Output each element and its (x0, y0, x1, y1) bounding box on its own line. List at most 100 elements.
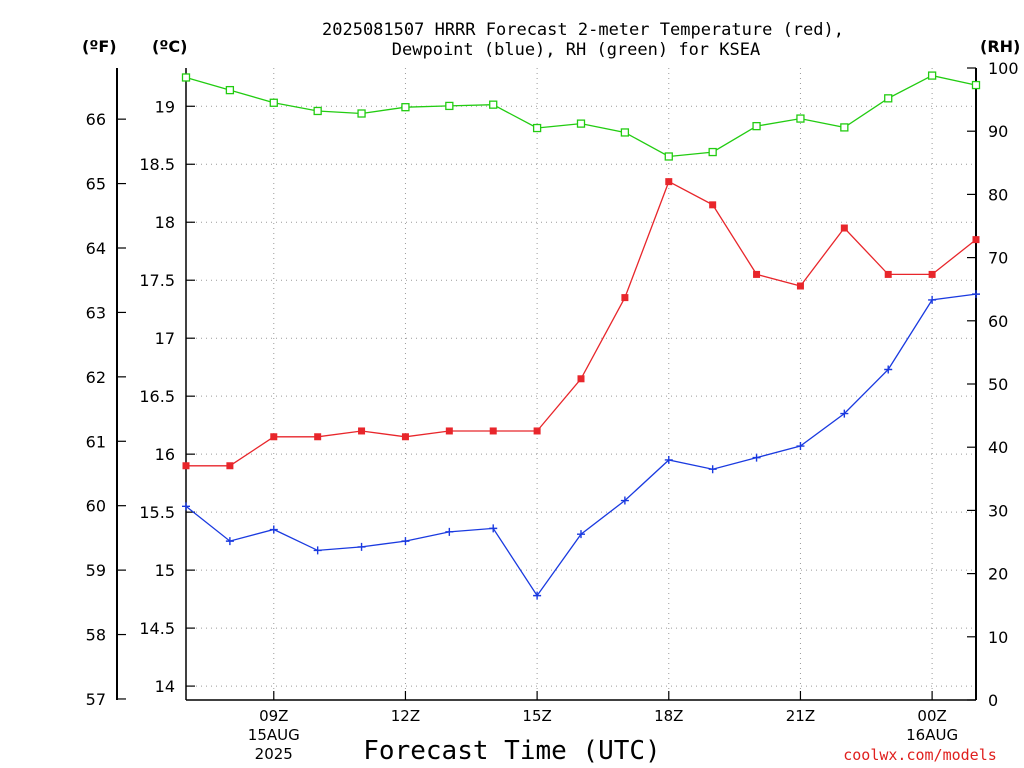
dewpoint-point (840, 409, 849, 418)
rh-tick-label: 50 (988, 375, 1008, 394)
dewpoint-point (752, 453, 761, 462)
fahrenheit-tick-label: 59 (86, 561, 106, 580)
rh-tick-label: 30 (988, 501, 1008, 520)
x-tick-label: 18Z (654, 707, 683, 725)
celsius-tick-label: 15.5 (139, 503, 175, 522)
rh-point (927, 71, 937, 80)
dewpoint-point (401, 537, 410, 546)
rh-point (489, 100, 498, 109)
rh-point (313, 106, 322, 116)
rh-point (181, 73, 191, 82)
fahrenheit-tick-label: 58 (86, 626, 106, 645)
celsius-tick-label: 17.5 (139, 271, 175, 290)
celsius-tick-label: 14 (155, 677, 175, 696)
rh-tick-label: 70 (988, 249, 1008, 268)
temperature-point (840, 224, 848, 232)
x-tick-label: 15AUG (248, 726, 300, 744)
x-tick-label: 2025 (255, 745, 293, 763)
temperature-point (401, 433, 409, 441)
rh-tick-label: 60 (988, 312, 1008, 331)
temperature-line (186, 180, 977, 467)
celsius-tick-label: 14.5 (139, 619, 175, 638)
temperature-point (621, 294, 629, 302)
rh-tick-label: 0 (988, 691, 998, 710)
dewpoint-point (269, 525, 278, 534)
celsius-tick-label: 19 (155, 97, 175, 116)
fahrenheit-tick-label: 61 (86, 432, 106, 451)
dewpoint-point (225, 537, 234, 546)
fahrenheit-tick-label: 62 (86, 368, 106, 387)
rh-tick-label: 90 (988, 122, 1008, 141)
celsius-tick-label: 16.5 (139, 387, 175, 406)
celsius-tick-label: 16 (155, 445, 175, 464)
x-tick-label: 00Z (917, 707, 946, 725)
chart-title-line1: 2025081507 HRRR Forecast 2-meter Tempera… (322, 20, 844, 40)
rh-point (225, 85, 235, 95)
temperature-point (226, 462, 234, 470)
rh-unit-label: (RH) (980, 37, 1020, 56)
x-tick-label: 21Z (786, 707, 815, 725)
rh-point (269, 98, 278, 107)
dewpoint-point (577, 530, 585, 539)
temperature-point (358, 427, 366, 435)
dewpoint-point (489, 524, 498, 533)
rh-point (971, 80, 981, 90)
tick-labels: 14 14.5 15 15.5 16 16.5 17 17.5 18 18.5 19 57 58 59 60… (86, 59, 1019, 763)
rh-tick-label: 10 (988, 628, 1008, 647)
data-series (181, 71, 981, 600)
temperature-point (796, 282, 804, 290)
temperature-point (533, 427, 541, 435)
rh-point (576, 119, 586, 128)
grid-lines (186, 68, 976, 700)
temperature-point (928, 270, 936, 278)
celsius-tick-label: 18 (155, 213, 175, 232)
dewpoint-line (185, 293, 977, 597)
fahrenheit-tick-label: 63 (86, 303, 106, 322)
celsius-tick-label: 18.5 (139, 155, 175, 174)
celsius-tick-label: 17 (155, 329, 175, 348)
credit-link[interactable]: coolwx.com/models (843, 746, 997, 764)
fahrenheit-tick-label: 64 (86, 239, 106, 258)
dewpoint-point (928, 295, 937, 304)
fahrenheit-tick-label: 65 (86, 175, 106, 194)
rh-point (445, 101, 454, 111)
dewpoint-point (313, 546, 322, 555)
x-axis-label: Forecast Time (UTC) (363, 736, 660, 766)
rh-tick-label: 80 (988, 185, 1008, 204)
rh-point (752, 121, 761, 131)
rh-point (708, 147, 717, 157)
temperature-point (972, 236, 980, 244)
temperature-point (709, 201, 717, 209)
temperature-point (314, 433, 322, 441)
temperature-point (489, 427, 497, 435)
fahrenheit-tick-label: 66 (86, 110, 106, 129)
rh-tick-label: 100 (988, 59, 1019, 78)
rh-point (532, 123, 542, 133)
x-tick-label: 15Z (522, 707, 551, 725)
temperature-point (270, 433, 278, 441)
fahrenheit-tick-label: 60 (86, 497, 106, 516)
dewpoint-point (533, 591, 542, 600)
dewpoint-point (708, 465, 717, 474)
rh-point (620, 128, 630, 137)
rh-point (357, 109, 366, 118)
fahrenheit-unit-label: (ºF) (82, 37, 117, 56)
rh-tick-label: 40 (988, 438, 1008, 457)
rh-point (401, 103, 410, 112)
temperature-point (577, 375, 585, 383)
temperature-point (445, 427, 453, 435)
dewpoint-point (620, 496, 629, 505)
rh-point (840, 123, 849, 132)
rh-line (185, 74, 977, 158)
axes (116, 67, 977, 701)
x-tick-label: 09Z (259, 707, 288, 725)
rh-point (664, 152, 673, 161)
celsius-unit-label: (ºC) (152, 37, 187, 56)
rh-point (884, 94, 893, 103)
dewpoint-point (357, 542, 366, 551)
x-tick-label: 12Z (391, 707, 420, 725)
dewpoint-point (972, 290, 980, 299)
celsius-tick-label: 15 (155, 561, 175, 580)
dewpoint-point (664, 455, 673, 464)
